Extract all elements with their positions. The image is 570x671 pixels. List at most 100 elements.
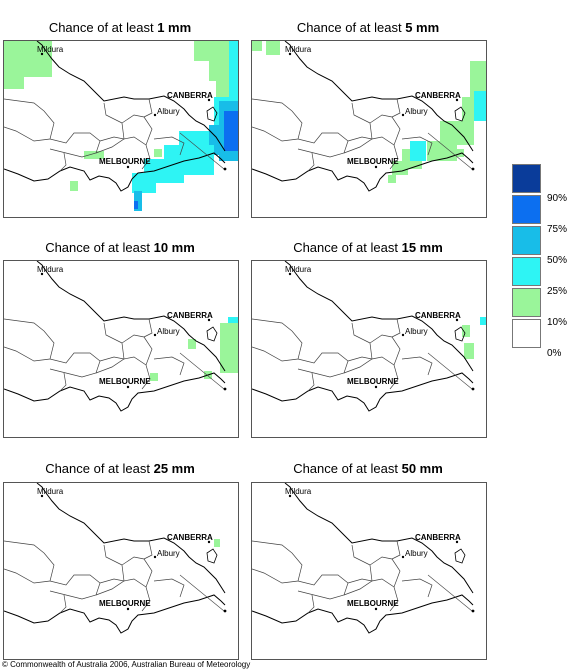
canberra-marker	[455, 98, 459, 102]
rain-probability-shading	[214, 539, 220, 547]
coastline	[252, 594, 474, 634]
legend-label-25: 25%	[547, 286, 568, 297]
district-boundary	[59, 152, 67, 172]
city-label-albury: Albury	[405, 327, 428, 336]
copyright-notice: © Commonwealth of Australia 2006, Austra…	[2, 660, 251, 669]
district-boundary	[347, 578, 373, 584]
city-label-mildura: Mildura	[285, 45, 312, 54]
rain-probability-shading	[4, 41, 238, 211]
gabo-marker	[471, 609, 475, 613]
district-boundary	[103, 102, 123, 124]
map-panel-25mm: Mildura CANBERRA Albury MELBOURNE	[3, 482, 239, 660]
legend-label-50: 50%	[547, 255, 568, 266]
albury-marker	[153, 555, 157, 559]
district-boundary	[297, 132, 349, 158]
albury-marker	[401, 333, 405, 337]
city-label-melbourne: MELBOURNE	[99, 157, 151, 166]
district-boundary	[4, 98, 55, 142]
district-boundary	[49, 574, 101, 600]
city-label-canberra: CANBERRA	[167, 533, 213, 542]
act-border	[206, 548, 218, 564]
act-border	[454, 106, 466, 122]
melbourne-marker	[374, 385, 378, 389]
city-label-albury: Albury	[157, 107, 180, 116]
district-boundary	[121, 334, 153, 366]
gabo-marker	[471, 167, 475, 171]
city-label-albury: Albury	[157, 549, 180, 558]
district-boundary	[99, 578, 125, 584]
coastline	[4, 372, 226, 412]
district-boundary	[401, 136, 433, 156]
canberra-marker	[455, 318, 459, 322]
city-label-mildura: Mildura	[37, 45, 64, 54]
rain-probability-shading	[252, 41, 486, 183]
gabo-marker	[223, 609, 227, 613]
canberra-marker	[207, 318, 211, 322]
panel-title-25mm: Chance of at least 25 mm	[45, 461, 195, 476]
state-border	[36, 483, 226, 594]
panel-title-1mm: Chance of at least 1 mm	[48, 20, 192, 35]
district-boundary	[153, 578, 185, 598]
district-boundary	[121, 556, 153, 588]
district-boundary	[252, 540, 303, 584]
state-border	[36, 261, 226, 372]
district-boundary	[369, 556, 401, 588]
melbourne-marker	[374, 607, 378, 611]
district-boundary	[427, 574, 473, 612]
melbourne-marker	[126, 607, 130, 611]
district-boundary	[307, 372, 315, 392]
legend-swatch-75	[512, 195, 541, 224]
district-boundary	[95, 136, 151, 170]
district-boundary	[143, 540, 153, 560]
map-panel-5mm: Mildura CANBERRA Albury MELBOURNE	[251, 40, 487, 218]
albury-marker	[401, 555, 405, 559]
district-boundary	[427, 132, 473, 170]
gabo-marker	[223, 387, 227, 391]
coastline	[252, 372, 474, 412]
state-border	[284, 41, 474, 152]
coastline	[4, 594, 226, 634]
district-boundary	[49, 352, 101, 378]
city-label-canberra: CANBERRA	[415, 311, 461, 320]
canberra-marker	[455, 540, 459, 544]
mildura-marker	[288, 272, 292, 276]
canberra-marker	[207, 98, 211, 102]
city-label-melbourne: MELBOURNE	[347, 599, 399, 608]
district-boundary	[103, 322, 123, 344]
city-label-mildura: Mildura	[285, 487, 312, 496]
legend-label-75: 75%	[547, 224, 568, 235]
district-boundary	[307, 152, 315, 172]
city-label-albury: Albury	[157, 327, 180, 336]
panel-title-5mm: Chance of at least 5 mm	[296, 20, 440, 35]
district-boundary	[391, 540, 401, 560]
map-panel-10mm: Mildura CANBERRA Albury MELBOURNE	[3, 260, 239, 438]
district-boundary	[347, 136, 373, 142]
district-boundary	[95, 356, 151, 390]
panel-title-50mm: Chance of at least 50 mm	[293, 461, 443, 476]
district-boundary	[343, 356, 399, 390]
city-label-albury: Albury	[405, 107, 428, 116]
legend-label-90: 90%	[547, 193, 568, 204]
city-label-mildura: Mildura	[37, 265, 64, 274]
state-border	[284, 483, 474, 594]
state-border	[36, 41, 226, 152]
city-label-canberra: CANBERRA	[415, 91, 461, 100]
mildura-marker	[288, 52, 292, 56]
district-boundary	[4, 540, 55, 584]
legend-swatch-0	[512, 319, 541, 348]
district-boundary	[179, 352, 225, 390]
legend-label-10: 10%	[547, 317, 568, 328]
district-boundary	[391, 98, 401, 118]
gabo-marker	[223, 167, 227, 171]
district-boundary	[99, 136, 125, 142]
panel-title-10mm: Chance of at least 10 mm	[45, 240, 195, 255]
district-boundary	[401, 578, 433, 598]
albury-marker	[153, 333, 157, 337]
melbourne-marker	[374, 165, 378, 169]
city-label-melbourne: MELBOURNE	[347, 157, 399, 166]
city-label-mildura: Mildura	[285, 265, 312, 274]
albury-marker	[401, 113, 405, 117]
melbourne-marker	[126, 165, 130, 169]
legend-label-0: 0%	[547, 348, 562, 359]
district-boundary	[343, 136, 399, 170]
